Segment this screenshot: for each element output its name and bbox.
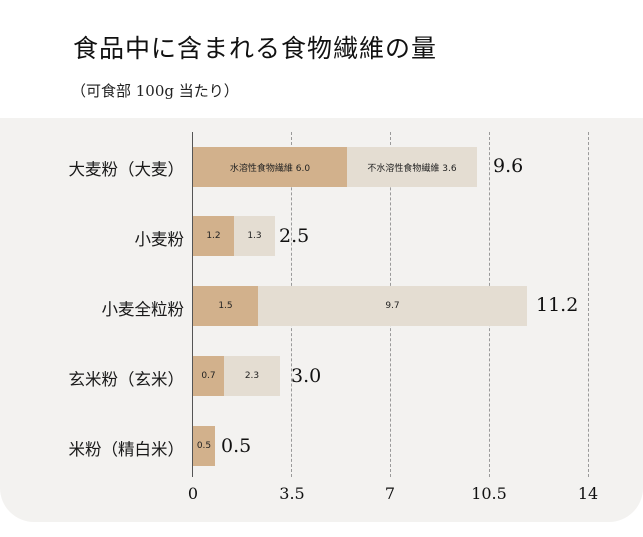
x-tick-label: 3.5: [279, 484, 305, 503]
bar-soluble: 1.2: [193, 216, 234, 256]
x-tick-label: 14: [577, 484, 599, 503]
category-label: 小麦粉: [134, 230, 185, 249]
y-axis-line: [192, 132, 193, 477]
chart-subtitle: （可食部 100g 当たり）: [71, 82, 239, 100]
gridline-14: [588, 132, 589, 477]
bar-total: 11.2: [536, 294, 579, 316]
bar-total: 2.5: [279, 225, 310, 247]
bar-total: 0.5: [221, 435, 252, 457]
bar-soluble: 1.5: [193, 286, 258, 326]
category-label: 米粉（精白米）: [68, 440, 185, 459]
bar-insoluble: 2.3: [224, 356, 280, 396]
bar-soluble: 0.5: [193, 426, 215, 466]
bar-total: 3.0: [291, 365, 322, 387]
bar-soluble: 水溶性食物繊維 6.0: [193, 147, 347, 187]
x-tick-label: 7: [384, 484, 396, 503]
x-tick-label: 10.5: [471, 484, 507, 503]
chart-title: 食品中に含まれる食物繊維の量: [73, 34, 438, 63]
bar-insoluble: 不水溶性食物繊維 3.6: [347, 147, 477, 187]
bar-insoluble: 9.7: [258, 286, 527, 326]
x-tick-label: 0: [187, 484, 199, 503]
bar-soluble: 0.7: [193, 356, 224, 396]
bar-insoluble: 1.3: [234, 216, 275, 256]
bar-total: 9.6: [493, 155, 524, 177]
category-label: 小麦全粒粉: [101, 300, 185, 319]
category-label: 玄米粉（玄米）: [68, 370, 185, 389]
chart-header: 食品中に含まれる食物繊維の量 （可食部 100g 当たり）: [0, 0, 643, 118]
category-label: 大麦粉（大麦）: [68, 160, 185, 179]
